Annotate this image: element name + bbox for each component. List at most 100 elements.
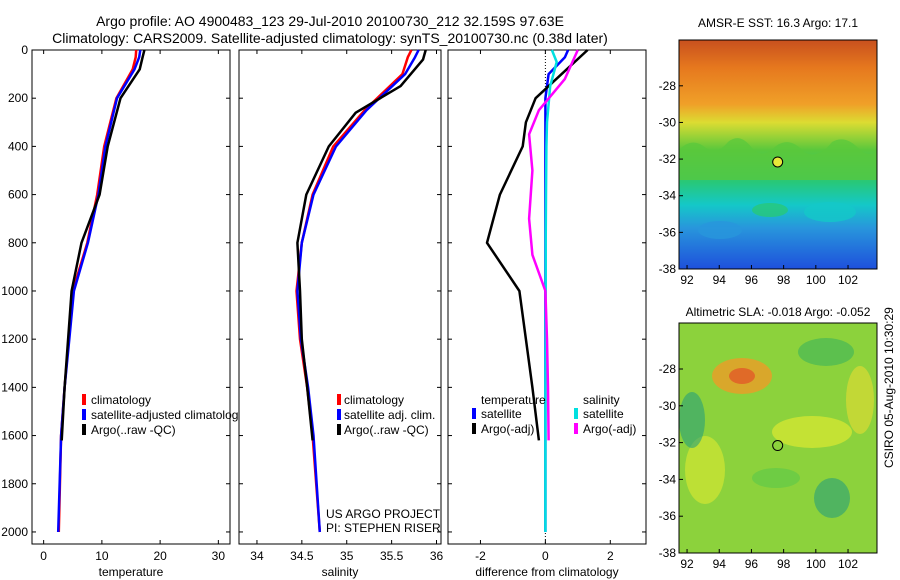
sla_map-ytick-label: -38 — [659, 546, 677, 560]
temperature-legend-swatch-satellite — [82, 409, 86, 420]
depth-ytick-label: 1400 — [1, 380, 28, 394]
credit-text: CSIRO 05-Aug-2010 10:30:29 — [882, 307, 896, 468]
difference-profile-panel: -2 0 2 difference from climatology tempera… — [447, 49, 647, 579]
depth-ytick-label: 1000 — [1, 284, 28, 298]
difference-legend-temp-satellite: satellite — [481, 407, 522, 421]
sla_map-xtick-label: 94 — [713, 557, 727, 571]
temperature-profile-panel: 0 10 20 30 0 200 400 600 800 1000 1200 1400 1600 1800… — [1, 43, 244, 579]
salinity-legend-climatology: climatology — [344, 393, 404, 407]
header-title-line1: Argo profile: AO 4900483_123 29-Jul-2010… — [96, 13, 564, 29]
temperature-legend-climatology: climatology — [91, 393, 151, 407]
temperature-legend-swatch-climatology — [82, 394, 86, 405]
difference-legend-salinity: salinity satellite Argo(-adj) — [574, 393, 636, 436]
depth-ytick-label: 600 — [8, 188, 28, 202]
difference-series-salinity-satellite — [544, 49, 558, 532]
depth-ytick-label: 0 — [21, 43, 28, 57]
sla_map-ytick-label: -28 — [659, 362, 677, 376]
sla_map-xtick-label: 102 — [838, 557, 858, 571]
sst_map-xtick-label: 100 — [806, 273, 826, 287]
depth-ytick-label: 200 — [8, 91, 28, 105]
difference-xlabel: difference from climatology — [475, 565, 618, 579]
difference-legend-temp-argo-swatch — [472, 423, 476, 434]
temperature-xtick-label: 10 — [95, 549, 109, 563]
sla-map-panel: Altimetric SLA: -0.018 Argo: -0.052 92 94… — [659, 305, 878, 571]
sst_map-xtick-label: 96 — [745, 273, 759, 287]
salinity-legend-swatch-satellite — [337, 409, 341, 420]
temperature-ticks-group: 0 10 20 30 0 200 400 600 800 1000 1200 1400 1600 1800… — [1, 43, 230, 563]
difference-legend-sal-argo: Argo(-adj) — [583, 422, 636, 436]
difference-series-temperature-argo-adj — [485, 49, 589, 441]
sla-map-low-blob-2 — [798, 338, 854, 366]
temperature-xtick-label: 0 — [40, 549, 47, 563]
project-line1: US ARGO PROJECT — [326, 507, 441, 521]
difference-xtick-label: 2 — [607, 549, 614, 563]
sst-map-cold-blob-3 — [752, 203, 788, 217]
salinity-xtick-label: 35 — [340, 549, 354, 563]
salinity-series-group — [295, 49, 427, 533]
sst_map-ytick-label: -30 — [659, 115, 677, 129]
sla-map-high-blob-5 — [846, 366, 874, 434]
sla_map-ytick-label: -34 — [659, 472, 677, 486]
salinity-xlabel: salinity — [322, 565, 359, 579]
sst_map-ytick-label: -34 — [659, 189, 677, 203]
sst-map-panel: AMSR-E SST: 16.3 Argo: 17.1 92 94 96 98 100 1… — [659, 16, 878, 287]
temperature-legend-satellite: satellite-adjusted climatology — [91, 408, 244, 422]
sst_map-xtick-label: 94 — [713, 273, 727, 287]
temperature-xtick-label: 20 — [153, 549, 167, 563]
salinity-xtick-label: 35.5 — [380, 549, 404, 563]
difference-legend-temperature-title: temperature — [481, 393, 546, 407]
temperature-legend-swatch-argo — [82, 424, 86, 435]
sst_map-xtick-label: 102 — [838, 273, 858, 287]
sla-map-low-blob-1 — [679, 392, 705, 448]
sst_map-ytick-label: -36 — [659, 225, 677, 239]
header-title-line2: Climatology: CARS2009. Satellite-adjuste… — [52, 30, 608, 46]
difference-legend-temperature: temperature satellite Argo(-adj) — [472, 393, 546, 436]
sst-map-field — [679, 40, 877, 269]
sla_map-ytick-label: -36 — [659, 509, 677, 523]
sla-map-low-blob-3 — [814, 478, 850, 518]
salinity-legend-swatch-climatology — [337, 394, 341, 405]
depth-ytick-label: 400 — [8, 139, 28, 153]
sla-map-high-blob-2 — [729, 368, 755, 384]
salinity-axes-box — [238, 49, 442, 545]
depth-ytick-label: 2000 — [1, 525, 28, 539]
sla-map-high-blob-4 — [685, 436, 725, 504]
depth-ytick-label: 800 — [8, 236, 28, 250]
sst-map-frame — [678, 39, 878, 270]
sla_map-xtick-label: 100 — [806, 557, 826, 571]
temperature-series-argo-raw-qc — [60, 49, 146, 441]
difference-legend-salinity-title: salinity — [583, 393, 620, 407]
depth-ytick-label: 1800 — [1, 477, 28, 491]
sla-map-high-blob-3 — [772, 416, 852, 448]
temperature-axes-box — [31, 49, 231, 545]
sla_map-xtick-label: 92 — [680, 557, 694, 571]
sla_map-xtick-label: 96 — [745, 557, 759, 571]
sst-map-cold-blob-2 — [804, 202, 856, 222]
sla-map-ticks-group: 92 94 96 98 100 102 -38 -36 -34 -32 -30 -28 — [659, 362, 859, 571]
sla_map-xtick-label: 98 — [777, 557, 791, 571]
salinity-legend-swatch-argo — [337, 424, 341, 435]
salinity-ticks-group: 34 34.5 35 35.5 36 — [239, 49, 444, 563]
salinity-legend-satellite: satellite adj. clim. — [344, 408, 435, 422]
difference-legend-sal-satellite-swatch — [574, 408, 578, 419]
salinity-xtick-label: 34.5 — [290, 549, 314, 563]
salinity-series-argo-raw-qc — [296, 49, 427, 441]
temperature-legend: climatology satellite-adjusted climatolo… — [82, 393, 244, 437]
sst-map-argo-marker — [772, 156, 784, 168]
difference-legend-temp-satellite-swatch — [472, 408, 476, 419]
difference-legend-sal-satellite: satellite — [583, 407, 624, 421]
sla_map-ytick-label: -32 — [659, 436, 677, 450]
salinity-legend-argo: Argo(..raw -QC) — [344, 423, 429, 437]
sst-map-cold-blob-1 — [698, 221, 742, 239]
salinity-profile-panel: 34 34.5 35 35.5 36 salinity climatology sate… — [238, 49, 444, 579]
difference-xtick-label: 0 — [542, 549, 549, 563]
salinity-xtick-label: 36 — [430, 549, 444, 563]
temperature-xtick-label: 30 — [212, 549, 226, 563]
sla_map-ytick-label: -30 — [659, 399, 677, 413]
sla-map-frame — [678, 322, 878, 554]
sst_map-xtick-label: 92 — [680, 273, 694, 287]
difference-ticks-group: -2 0 2 — [448, 49, 646, 563]
salinity-xtick-label: 34 — [250, 549, 264, 563]
temperature-legend-argo: Argo(..raw -QC) — [91, 423, 176, 437]
sst_map-ytick-label: -32 — [659, 152, 677, 166]
